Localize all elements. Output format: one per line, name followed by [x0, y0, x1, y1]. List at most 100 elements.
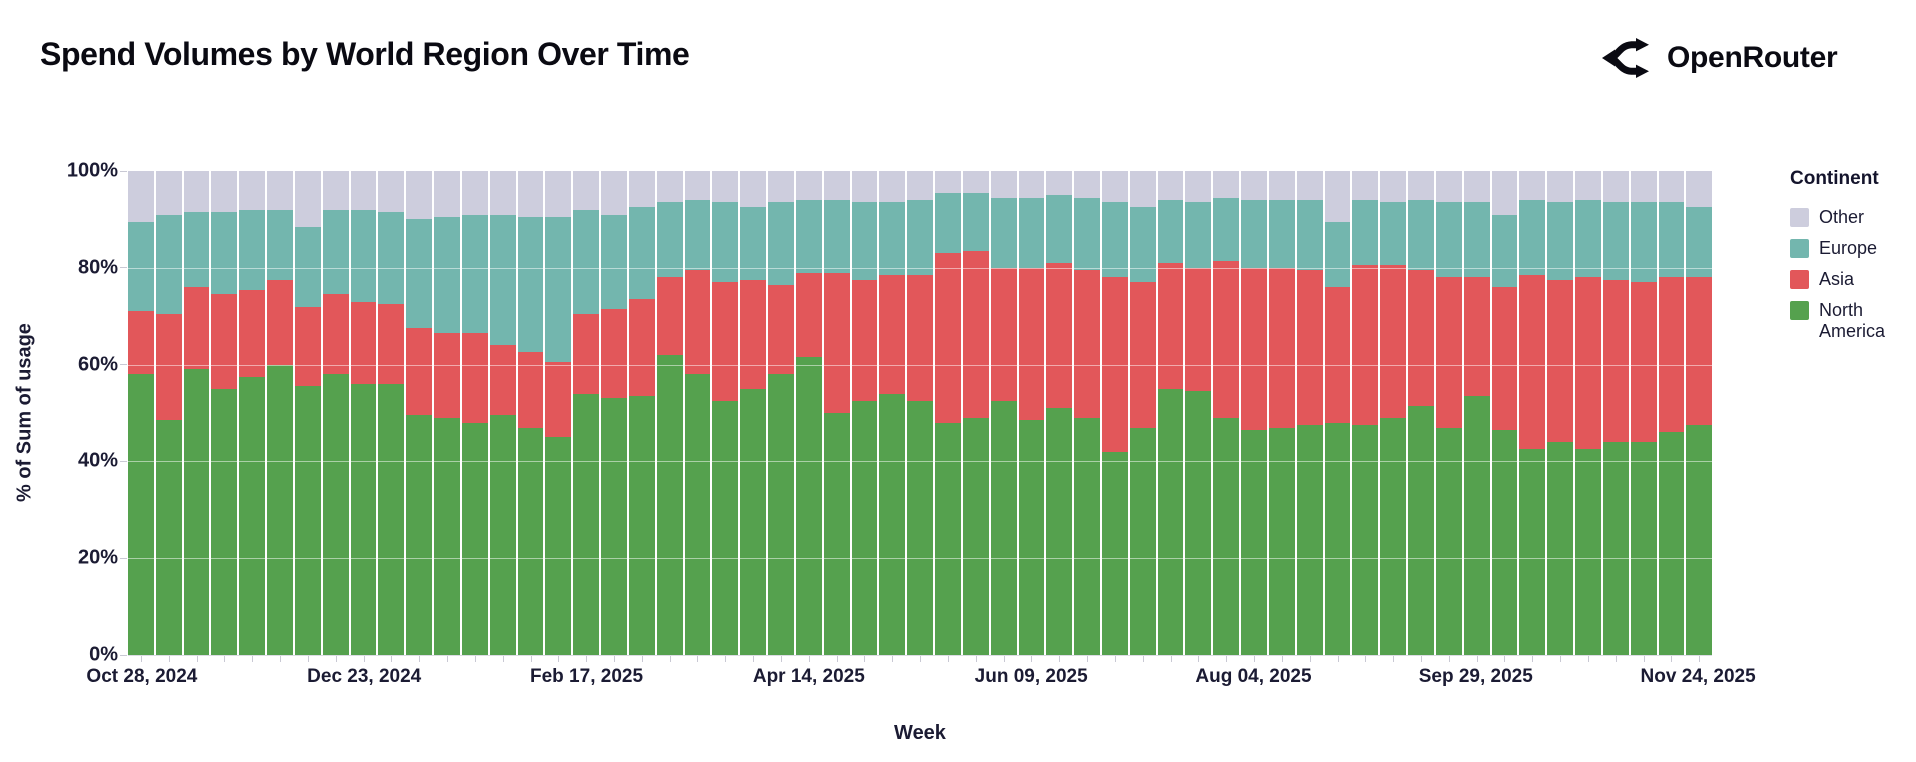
bar[interactable]	[155, 171, 182, 655]
bar-segment-europe[interactable]	[990, 197, 1017, 268]
bar-segment-asia[interactable]	[1352, 265, 1379, 426]
bar-segment-north-america[interactable]	[1268, 427, 1295, 655]
bar[interactable]	[378, 171, 405, 655]
bar[interactable]	[128, 171, 154, 655]
bar-segment-europe[interactable]	[795, 200, 822, 273]
bar[interactable]	[211, 171, 238, 655]
bar-segment-europe[interactable]	[768, 202, 794, 285]
bar[interactable]	[1630, 171, 1657, 655]
bar-segment-europe[interactable]	[517, 216, 544, 353]
bar[interactable]	[1435, 171, 1462, 655]
bar[interactable]	[239, 171, 266, 655]
bar[interactable]	[1547, 171, 1574, 655]
bar[interactable]	[712, 171, 739, 655]
bar-segment-asia[interactable]	[1129, 282, 1156, 428]
bar-segment-asia[interactable]	[1157, 262, 1184, 389]
bar-segment-asia[interactable]	[461, 333, 488, 423]
bar-segment-north-america[interactable]	[740, 388, 767, 655]
bar-segment-europe[interactable]	[573, 209, 600, 314]
bar-segment-asia[interactable]	[239, 289, 266, 377]
bar[interactable]	[183, 171, 210, 655]
bar-segment-other[interactable]	[1380, 171, 1407, 203]
bar-segment-europe[interactable]	[1463, 202, 1490, 278]
bar-segment-north-america[interactable]	[851, 400, 878, 655]
bar-segment-other[interactable]	[823, 171, 850, 201]
bar-segment-north-america[interactable]	[1185, 391, 1212, 655]
bar-segment-asia[interactable]	[740, 279, 767, 389]
bar-segment-north-america[interactable]	[1463, 396, 1490, 655]
bar-segment-europe[interactable]	[239, 209, 266, 290]
bar[interactable]	[656, 171, 683, 655]
bar-segment-north-america[interactable]	[406, 415, 433, 655]
bar[interactable]	[1018, 171, 1045, 655]
bar[interactable]	[1519, 171, 1546, 655]
bar-segment-other[interactable]	[1630, 171, 1657, 203]
bar-segment-north-america[interactable]	[183, 369, 210, 655]
bar-segment-europe[interactable]	[128, 221, 154, 312]
bar-segment-europe[interactable]	[1046, 195, 1073, 263]
bar-segment-europe[interactable]	[183, 212, 210, 288]
bar-segment-asia[interactable]	[545, 362, 572, 438]
bar-segment-asia[interactable]	[795, 272, 822, 358]
bar[interactable]	[1241, 171, 1267, 655]
bar-segment-europe[interactable]	[267, 209, 293, 280]
bar-segment-other[interactable]	[1129, 171, 1156, 208]
legend-item-other[interactable]: Other	[1790, 207, 1914, 227]
bar-segment-asia[interactable]	[350, 301, 377, 384]
bar-segment-other[interactable]	[1463, 171, 1490, 203]
bar-segment-other[interactable]	[1547, 171, 1574, 203]
bar-segment-other[interactable]	[601, 171, 627, 215]
bar-segment-north-america[interactable]	[350, 383, 377, 655]
bar[interactable]	[1352, 171, 1379, 655]
bar-segment-asia[interactable]	[1519, 275, 1546, 450]
bar-segment-asia[interactable]	[1658, 277, 1685, 433]
bar-segment-europe[interactable]	[1491, 214, 1518, 288]
bar-segment-north-america[interactable]	[628, 396, 655, 655]
bar-segment-north-america[interactable]	[1157, 388, 1184, 655]
bar[interactable]	[322, 171, 349, 655]
bar-segment-north-america[interactable]	[879, 393, 906, 655]
bar[interactable]	[684, 171, 711, 655]
bar-segment-other[interactable]	[795, 171, 822, 201]
bar-segment-asia[interactable]	[823, 272, 850, 413]
bar-segment-asia[interactable]	[879, 275, 906, 394]
bar-segment-other[interactable]	[1658, 171, 1685, 203]
bar-segment-other[interactable]	[740, 171, 767, 208]
bar-segment-asia[interactable]	[1074, 270, 1100, 418]
bar-segment-other[interactable]	[128, 171, 154, 222]
bar-segment-europe[interactable]	[1324, 221, 1351, 288]
bar-segment-europe[interactable]	[461, 214, 488, 334]
bar-segment-europe[interactable]	[1074, 197, 1100, 271]
bar-segment-north-america[interactable]	[1101, 451, 1128, 655]
bar-segment-asia[interactable]	[935, 253, 961, 423]
bar-segment-asia[interactable]	[267, 279, 293, 365]
bar-segment-other[interactable]	[406, 171, 433, 220]
bar-segment-other[interactable]	[1296, 171, 1323, 201]
bar-segment-asia[interactable]	[684, 270, 711, 375]
bar-segment-north-america[interactable]	[239, 376, 266, 655]
bar-segment-other[interactable]	[434, 171, 460, 217]
bar-segment-north-america[interactable]	[545, 437, 572, 655]
bar-segment-asia[interactable]	[1547, 279, 1574, 443]
bar-segment-other[interactable]	[907, 171, 934, 201]
bar-segment-north-america[interactable]	[1658, 432, 1685, 655]
bar-segment-europe[interactable]	[601, 214, 627, 309]
bar-segment-europe[interactable]	[155, 214, 182, 314]
bar-segment-other[interactable]	[1352, 171, 1379, 201]
bar-segment-other[interactable]	[1519, 171, 1546, 201]
bar-segment-north-america[interactable]	[1519, 449, 1546, 655]
bar-segment-north-america[interactable]	[1408, 405, 1434, 655]
bar-segment-europe[interactable]	[1602, 202, 1629, 280]
bar-segment-other[interactable]	[1602, 171, 1629, 203]
bar-segment-other[interactable]	[712, 171, 739, 203]
bar-segment-asia[interactable]	[1018, 267, 1045, 421]
bar[interactable]	[1296, 171, 1323, 655]
bar-segment-north-america[interactable]	[684, 374, 711, 655]
bar[interactable]	[545, 171, 572, 655]
bar-segment-asia[interactable]	[1491, 287, 1518, 430]
bar-segment-asia[interactable]	[434, 333, 460, 418]
bar-segment-europe[interactable]	[1380, 202, 1407, 266]
bar-segment-asia[interactable]	[1463, 277, 1490, 397]
bar-segment-north-america[interactable]	[1602, 442, 1629, 655]
bar-segment-asia[interactable]	[1241, 267, 1267, 430]
